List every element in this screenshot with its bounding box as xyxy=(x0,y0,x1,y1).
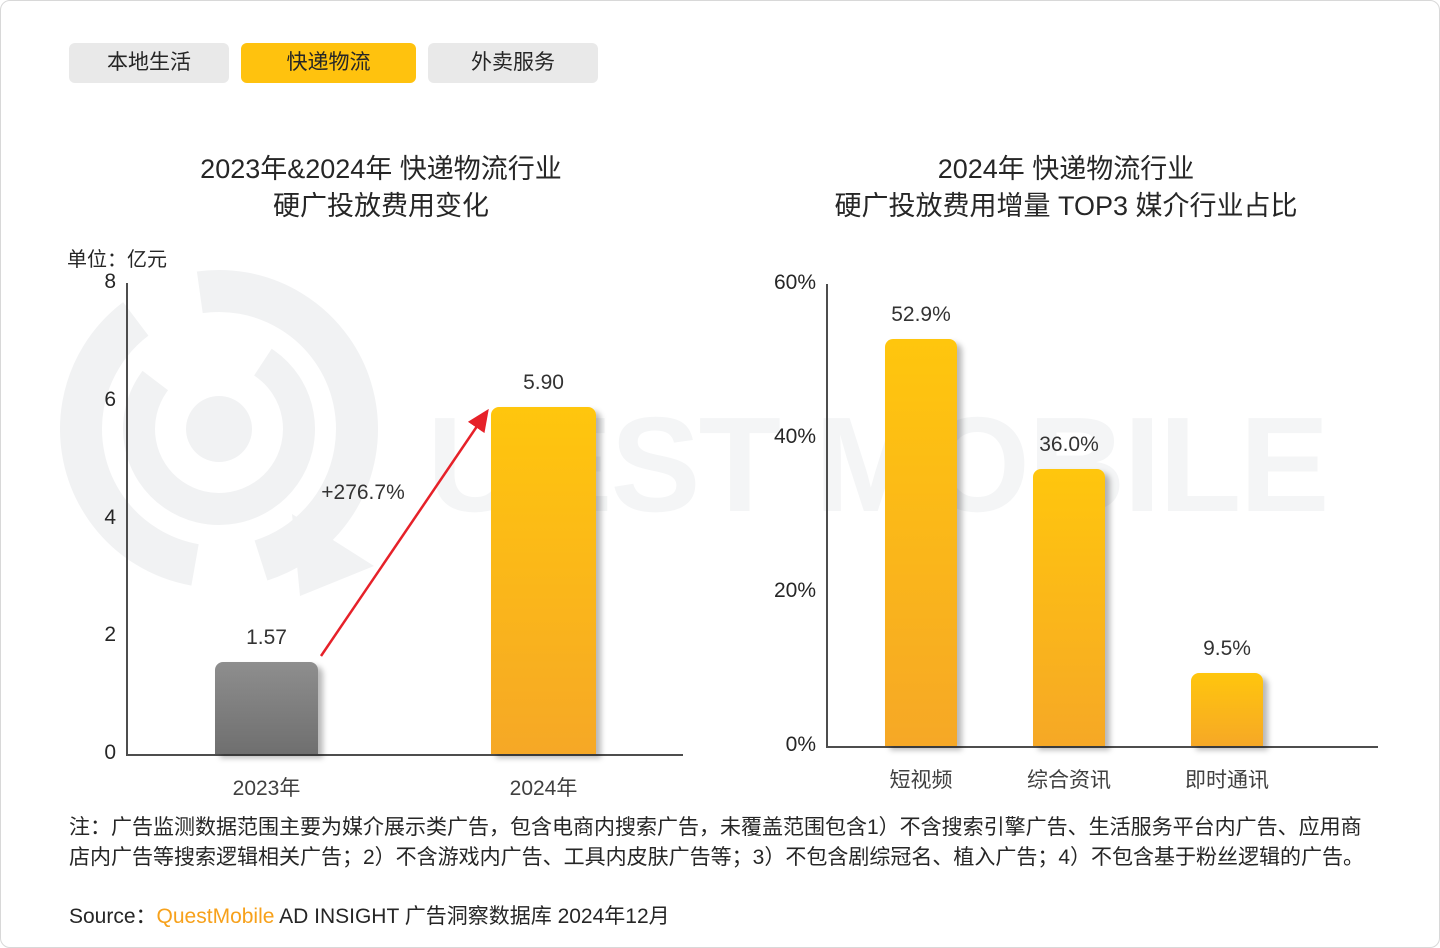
bar-2024年 xyxy=(491,407,596,754)
bar-短视频 xyxy=(885,339,957,746)
left-chart-title-line1: 2023年&2024年 快递物流行业 xyxy=(200,154,562,184)
x-axis-category-label: 综合资讯 xyxy=(1027,769,1111,792)
left-chart-plot: +276.7% 8 6 4 2 0 1.57 2023年 5.90 2024年 xyxy=(104,270,683,800)
growth-annotation: +276.7% xyxy=(321,481,405,504)
y-axis-tick-label: 40% xyxy=(773,425,816,448)
source-suffix: AD INSIGHT 广告洞察数据库 2024年12月 xyxy=(274,905,670,928)
tab-local-life[interactable]: 本地生活 xyxy=(69,43,229,83)
bar-value-label: 5.90 xyxy=(523,371,564,394)
tab-food-delivery[interactable]: 外卖服务 xyxy=(428,43,598,83)
bar-综合资讯 xyxy=(1033,469,1105,746)
growth-arrow-icon xyxy=(319,408,489,657)
y-axis-tick-label: 2 xyxy=(104,623,116,647)
bar-value-label: 9.5% xyxy=(1203,637,1251,660)
source-prefix: Source： xyxy=(69,905,157,928)
x-axis-category-label: 短视频 xyxy=(889,769,953,792)
y-axis-tick-label: 60% xyxy=(773,271,816,294)
right-chart-title-line2: 硬广投放费用增量 TOP3 媒介行业占比 xyxy=(834,191,1298,221)
source-line: Source：QuestMobile AD INSIGHT 广告洞察数据库 20… xyxy=(69,900,670,930)
left-chart-title-line2: 硬广投放费用变化 xyxy=(273,191,489,221)
bar-value-label: 36.0% xyxy=(1039,433,1099,456)
bar-2023年 xyxy=(215,662,318,754)
bar-value-label: 1.57 xyxy=(246,626,287,649)
y-axis-tick-label: 4 xyxy=(104,505,116,529)
y-axis-tick-label: 0% xyxy=(785,733,816,756)
x-axis-category-label: 即时通讯 xyxy=(1185,769,1269,792)
footnote: 注：广告监测数据范围主要为媒介展示类广告，包含电商内搜索广告，未覆盖范围包含1）… xyxy=(69,816,1365,869)
right-chart-title: 2024年 快递物流行业硬广投放费用增量 TOP3 媒介行业占比 xyxy=(756,151,1376,225)
right-chart-plot: 60% 40% 20% 0% 52.9% 短视频 36.0% 综合资讯 9.5% 即时通讯 xyxy=(774,271,1378,792)
tab-bar: 本地生活 快递物流 外卖服务 xyxy=(69,43,598,83)
x-axis-category-label: 2023年 xyxy=(232,777,301,800)
y-axis-tick-label: 0 xyxy=(104,741,116,764)
left-chart-title: 2023年&2024年 快递物流行业 硬广投放费用变化 xyxy=(131,151,631,225)
source-brand: QuestMobile xyxy=(156,905,275,928)
right-chart-title-line1: 2024年 快递物流行业 xyxy=(937,154,1195,184)
tab-express-logistics[interactable]: 快递物流 xyxy=(241,43,416,83)
bar-即时通讯 xyxy=(1191,673,1263,746)
bar-value-label: 52.9% xyxy=(891,303,951,326)
y-axis-tick-label: 8 xyxy=(104,270,116,293)
y-axis-tick-label: 20% xyxy=(773,579,816,602)
unit-label: 单位：亿元 xyxy=(67,249,167,271)
x-axis-category-label: 2024年 xyxy=(509,777,578,800)
y-axis-tick-label: 6 xyxy=(104,387,116,411)
